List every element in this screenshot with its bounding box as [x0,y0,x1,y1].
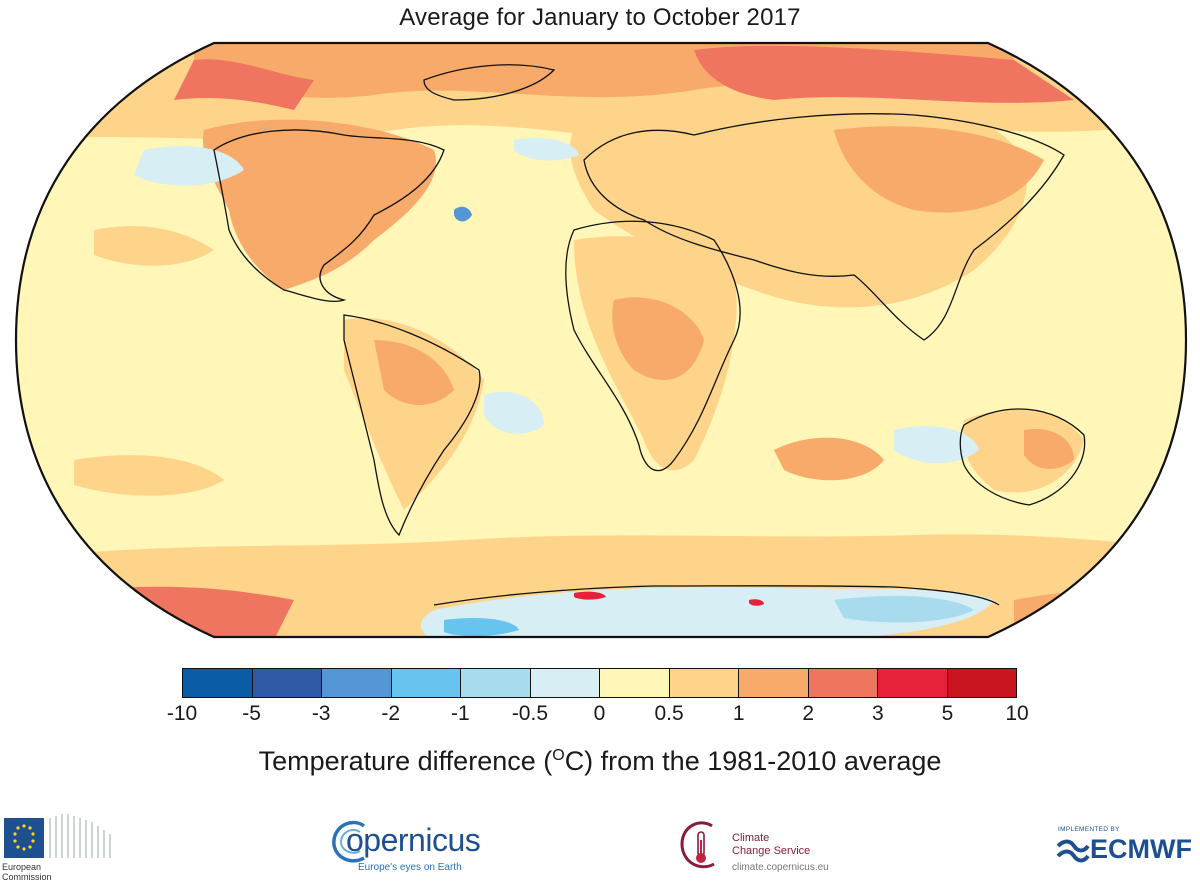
legend-tick-label: -10 [166,702,198,725]
legend-swatch [461,669,531,697]
legend-tick-label: -3 [311,702,331,725]
legend-swatch [530,669,600,697]
legend-swatch [391,669,461,697]
legend-tick-label: -1 [450,702,470,725]
legend-swatch [183,669,253,697]
c3s-url: climate.copernicus.eu [732,862,829,873]
legend-tick-label: 0 [593,702,606,725]
world-temperature-map [14,40,1188,640]
ec-name-line2: Commission [2,872,52,882]
legend-swatch [739,669,809,697]
legend-tick-label: -2 [381,702,401,725]
legend-swatch [669,669,739,697]
legend-swatch [600,669,670,697]
legend-tick-labels: -10 -5 -3 -2 -1 -0.5 0 0.5 1 2 3 5 10 [167,698,1029,732]
legend-tick-label: 0.5 [654,702,684,725]
map-title: Average for January to October 2017 [399,4,801,31]
copernicus-logo: opernicus Europe's eyes on Earth [330,818,481,878]
legend-tick-label: 5 [941,702,954,725]
legend-caption: Temperature difference (OC) from the 198… [0,746,1200,777]
ec-building-icon [4,814,111,858]
c3s-name-line2: Change Service [732,845,811,857]
legend-swatch [878,669,948,697]
anomaly-field [16,43,1186,637]
ecmwf-logo: IMPLEMENTED BY ECMWF [1056,826,1196,866]
logo-strip: European Commission opernicus Europe's e… [0,800,1200,886]
color-legend: -10 -5 -3 -2 -1 -0.5 0 0.5 1 2 3 5 10 [167,668,1029,732]
legend-swatch [808,669,878,697]
ec-name-line1: European [2,862,42,872]
caption-degree-symbol: O [552,747,565,764]
legend-color-bar [182,668,1017,698]
thermometer-icon [680,821,715,869]
copernicus-tagline: Europe's eyes on Earth [358,862,462,873]
european-commission-logo: European Commission [0,800,120,886]
c3s-logo: Climate Change Service climate.copernicu… [676,818,856,882]
legend-tick-label: 10 [1005,702,1029,725]
legend-swatch [322,669,392,697]
caption-rest: C) from the 1981-2010 average [564,746,942,776]
legend-tick-label: 3 [871,702,884,725]
ecmwf-wave-icon [1056,839,1090,863]
ecmwf-implemented-by: IMPLEMENTED BY [1058,826,1120,833]
legend-tick-label: 2 [802,702,815,725]
legend-tick-label: -0.5 [511,702,548,725]
c3s-name-line1: Climate [732,832,770,844]
ecmwf-wordmark: ECMWF [1090,834,1192,864]
c3s-name: Climate Change Service [732,832,810,858]
coastlines [213,64,1086,606]
copernicus-wordmark: opernicus [346,822,481,858]
copernicus-c-icon [332,820,366,863]
caption-main: Temperature difference ( [258,746,553,776]
legend-tick-label: -5 [242,702,261,725]
legend-swatch [252,669,322,697]
legend-tick-label: 1 [732,702,745,725]
legend-swatch [947,669,1016,697]
